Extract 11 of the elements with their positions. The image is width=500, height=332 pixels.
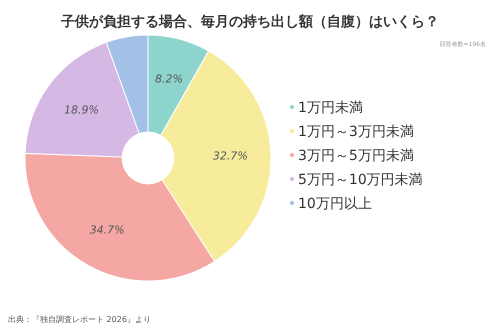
legend-label: 1万円～3万円未満 — [298, 124, 414, 140]
data-label: 34.7% — [90, 224, 125, 237]
data-label: 18.9% — [64, 103, 99, 116]
chart-title: 子供が負担する場合、毎月の持ち出し額（自腹）はいくら？ — [60, 13, 439, 30]
legend-label: 3万円～5万円未満 — [298, 148, 414, 164]
data-label: 8.2% — [155, 72, 183, 86]
data-label: 32.7% — [212, 150, 248, 163]
legend-label: 1万円未満 — [298, 100, 363, 116]
source-note: 出典：『独自調査レポート 2026』より — [8, 315, 151, 324]
legend-label: 5万円～10万円未満 — [298, 172, 423, 188]
legend-label: 10万円以上 — [298, 196, 372, 212]
